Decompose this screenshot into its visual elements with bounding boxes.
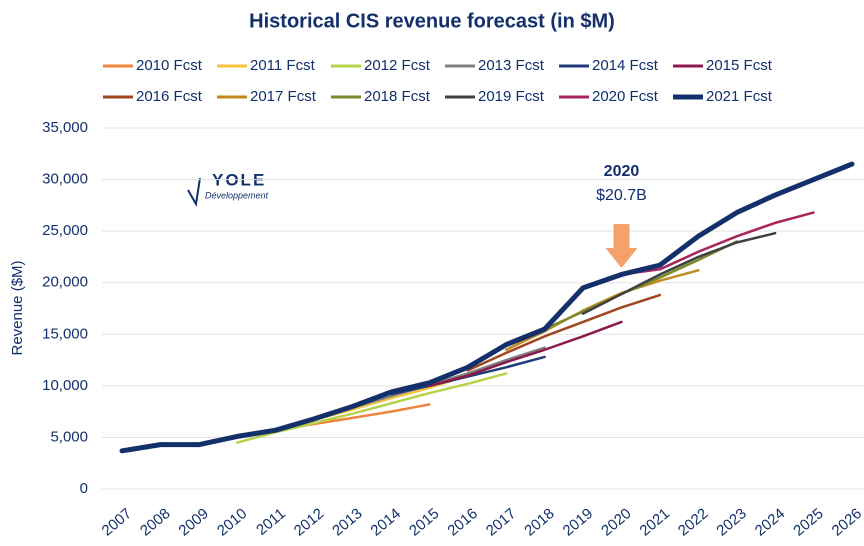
x-tick-label: 2026 [829,505,864,539]
x-tick-label: 2014 [368,505,404,539]
legend-label: 2012 Fcst [364,57,431,74]
legend-label: 2010 Fcst [136,57,203,74]
x-tick-label: 2020 [598,505,634,539]
chart-title: Historical CIS revenue forecast (in $M) [249,10,615,32]
x-tick-label: 2008 [137,505,173,539]
x-tick-label: 2017 [483,505,519,539]
x-tick-label: 2011 [253,505,289,539]
y-tick-label: 10,000 [42,377,88,394]
y-tick-label: 0 [80,480,88,497]
legend-label: 2016 Fcst [136,88,203,105]
y-tick-label: 15,000 [42,325,88,342]
x-tick-label: 2013 [329,505,365,539]
series-line [581,231,777,315]
y-tick-label: 30,000 [42,171,88,188]
legend-label: 2011 Fcst [250,57,316,74]
legend-label: 2017 Fcst [250,88,317,105]
series-line [620,211,815,276]
y-tick-label: 35,000 [42,119,88,136]
legend-label: 2020 Fcst [592,88,659,105]
y-axis-label: Revenue ($M) [9,260,26,355]
x-tick-label: 2022 [675,505,711,539]
annotation-text: $20.7B [596,187,647,204]
x-tick-label: 2024 [752,505,788,539]
series-line [119,161,855,454]
y-tick-label: 25,000 [42,222,88,239]
x-tick-label: 2023 [713,505,749,539]
x-tick-label: 2007 [99,505,135,539]
y-tick-label: 5,000 [50,428,88,445]
legend-label: 2019 Fcst [478,88,545,105]
legend-label: 2014 Fcst [592,57,659,74]
x-tick-label: 2025 [790,505,826,539]
logo: YOLE Développement [187,170,269,207]
x-tick-label: 2021 [637,505,673,539]
series-line [351,346,546,409]
logo-mark [187,177,201,207]
annotation-title: 2020 [604,163,640,180]
series-line [466,293,662,372]
x-tick-label: 2016 [444,505,480,539]
x-tick-label: 2019 [560,505,596,539]
annotation-arrow [605,224,638,268]
x-tick-label: 2009 [175,505,211,539]
x-tick-label: 2010 [214,505,250,539]
x-tick-label: 2012 [291,505,327,539]
legend-label: 2021 Fcst [706,88,773,105]
series-line [428,320,623,388]
legend-label: 2013 Fcst [478,57,545,74]
logo-sub: Développement [205,190,269,200]
legend-label: 2018 Fcst [364,88,431,105]
x-tick-label: 2015 [406,505,442,539]
x-tick-label: 2018 [521,505,557,539]
series-line [543,240,738,331]
y-tick-label: 20,000 [42,274,88,291]
legend-label: 2015 Fcst [706,57,773,74]
